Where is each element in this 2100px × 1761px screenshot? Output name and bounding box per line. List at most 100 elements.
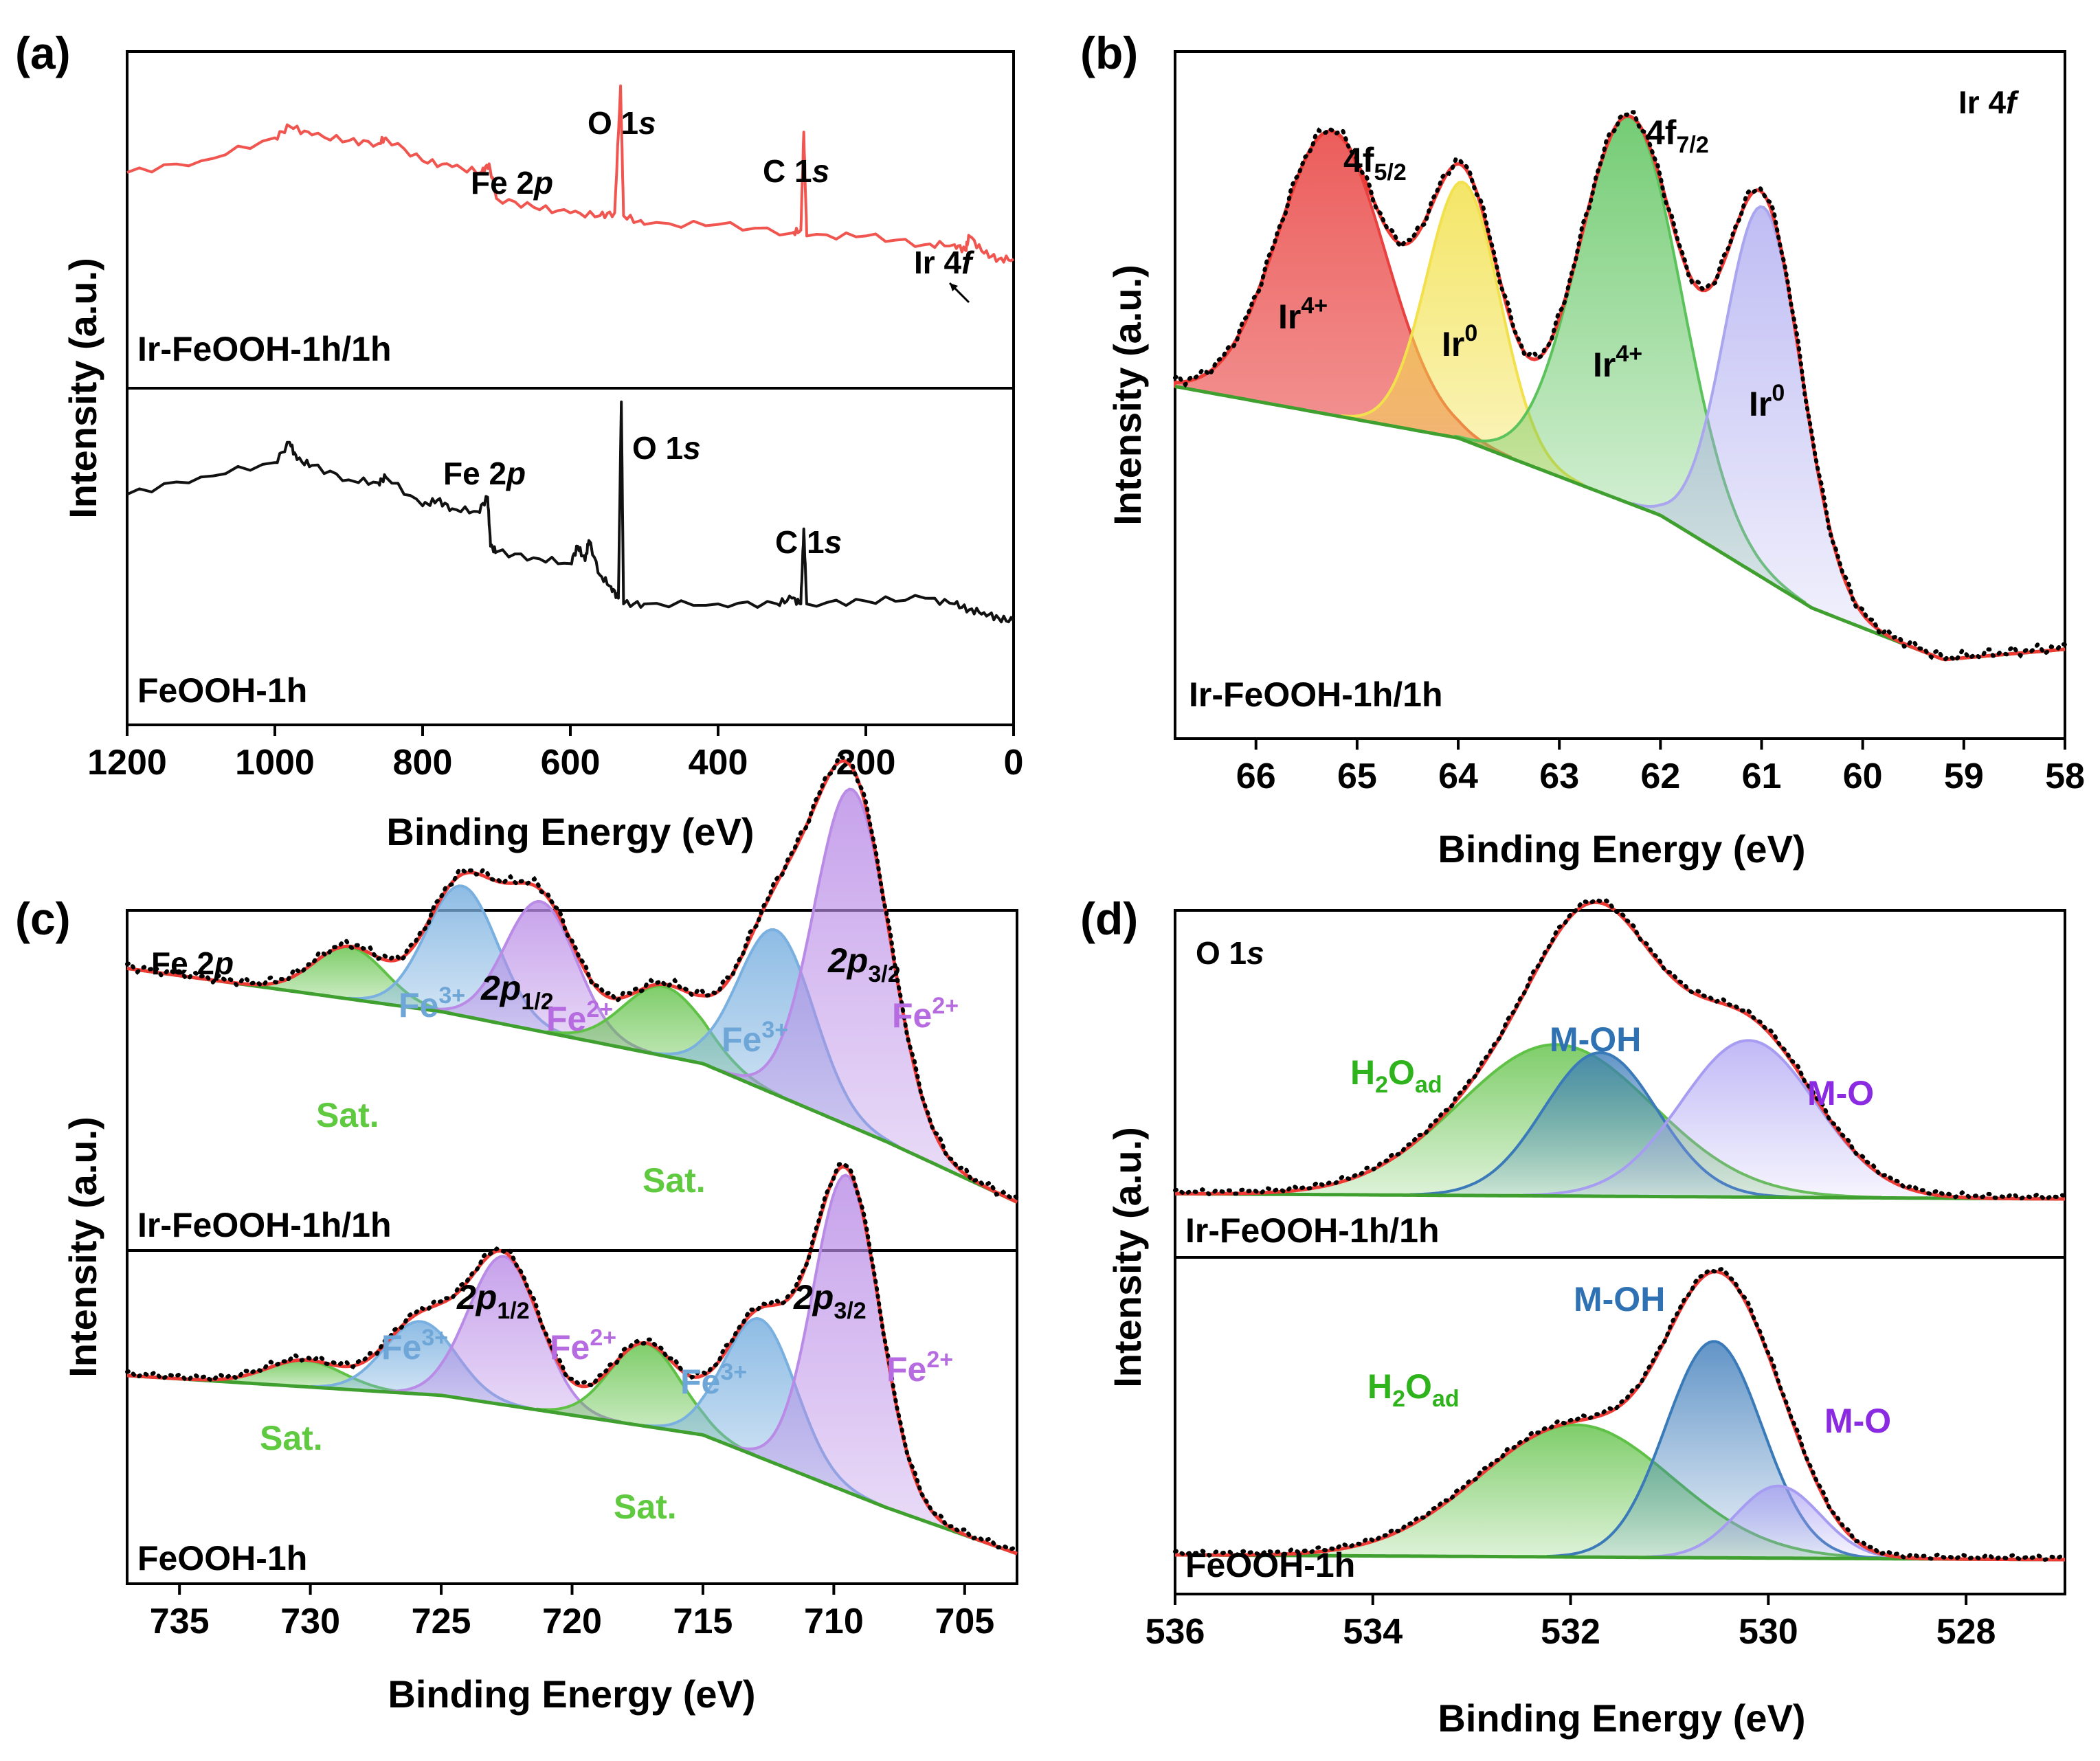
b-xaxis-tick-label-1: 65 [1337,756,1377,796]
label-c-bottom-2p32: 2p3/2 [793,1278,867,1324]
panel-a-plot [126,85,1015,624]
peak-label-ir4-52: Ir4+ [1278,293,1328,336]
label-c-bottom-fe2-b: Fe2+ [886,1347,953,1389]
a-xaxis-tick-label-6: 0 [1004,743,1024,783]
sample-label-d-top: Ir-FeOOH-1h/1h [1185,1211,1439,1250]
label-c-top-fe3-a: Fe3+ [399,983,465,1024]
peak-label-ir4-72: Ir4+ [1593,341,1642,384]
yaxis-label-c: Intensity (a.u.) [61,1117,104,1378]
a-xaxis-tick-label-2: 800 [393,743,453,783]
panel-c: (c) 735 730 725 720 715 710 705 Fe 2p 2p1/2 2p… [15,754,1019,1716]
label-c-bottom-fe3-b: Fe3+ [680,1359,747,1401]
panel-d-plot [1173,897,2067,1562]
xaxis-label-d: Binding Energy (eV) [1438,1696,1805,1740]
o1s-bottom-raw-data [1173,1266,2067,1562]
sample-label-d-bottom: FeOOH-1h [1185,1546,1355,1584]
sample-label-a-bottom: FeOOH-1h [137,671,307,710]
fe2p-bottom-raw-data [125,1161,1019,1552]
fe2p-top-raw-data [125,754,1019,1200]
panel-label-a: (a) [15,27,71,78]
c-xaxis-tick-label-6: 705 [935,1602,994,1641]
b-xaxis-tick-label-2: 64 [1438,756,1478,796]
xaxis-label-c: Binding Energy (eV) [388,1672,755,1716]
panel-label-d: (d) [1080,893,1138,944]
annotation-a-fe2p-top: Fe 2p [471,165,553,201]
panel-b-title: Ir 4f [1958,85,2020,120]
label-d-top-h2o: H2Oad [1350,1053,1442,1098]
annotation-a-o1s-top: O 1s [588,105,656,141]
panel-label-b: (b) [1080,27,1138,78]
a-xaxis-tick-label-4: 400 [689,743,748,783]
o1s-top-background [1175,1191,2065,1201]
c-xaxis-tick-label-0: 735 [150,1602,210,1641]
b-xaxis-tick-label-6: 60 [1843,756,1883,796]
label-c-top-sat-b: Sat. [643,1161,706,1200]
label-d-bottom-h2o: H2Oad [1367,1367,1460,1412]
d-xaxis-tick-label-4: 528 [1936,1612,1996,1652]
c-xaxis-tick-label-1: 730 [280,1602,340,1641]
label-c-bottom-fe2-a: Fe2+ [550,1325,616,1367]
panel-a: (a) 1200 1000 800 600 400 200 0 Ir-FeOOH-1h/1h… [15,27,1023,853]
d-xaxis-tick-label-1: 534 [1343,1612,1403,1652]
c-xaxis-tick-label-4: 715 [673,1602,733,1641]
sample-label-b: Ir-FeOOH-1h/1h [1189,675,1442,714]
annotation-4f52: 4f5/2 [1343,141,1407,186]
xaxis-label-b: Binding Energy (eV) [1438,827,1805,871]
b-xaxis-tick-label-4: 62 [1640,756,1680,796]
sample-label-c-top: Ir-FeOOH-1h/1h [137,1206,391,1244]
d-xaxis-tick-label-0: 536 [1146,1612,1205,1652]
label-c-bottom-fe3-a: Fe3+ [381,1325,448,1367]
a-xaxis-tick-label-1: 1000 [235,743,315,783]
fe2p-bottom-background [126,1373,1018,1556]
label-c-top-2p32: 2p3/2 [827,941,901,987]
plot-frame-b [1174,50,2066,740]
peak-label-ir0-72: Ir0 [1749,380,1785,423]
annotation-a-c1s-bottom: C 1s [775,524,842,560]
panel-c-xticks: 735 730 725 720 715 710 705 [150,1584,994,1641]
label-c-top-sat-a: Sat. [316,1096,379,1134]
fe2p-top-background [126,966,1018,1204]
ir4f-raw-data [1173,110,2067,664]
panel-c-title: Fe 2p [151,945,234,981]
b-xaxis-tick-label-3: 63 [1539,756,1579,796]
b-xaxis-tick-label-8: 58 [2045,756,2085,796]
label-d-top-moh: M-OH [1550,1020,1641,1059]
panel-a-xticks: 1200 1000 800 600 400 200 0 [87,725,1023,783]
annotation-4f72: 4f7/2 [1646,113,1709,158]
sample-label-a-top: Ir-FeOOH-1h/1h [137,330,391,368]
label-d-top-mo: M-O [1807,1074,1874,1112]
peak-label-ir0-52: Ir0 [1442,320,1477,363]
d-xaxis-tick-label-3: 530 [1739,1612,1798,1652]
label-c-top-fe2-b: Fe2+ [892,993,959,1035]
label-c-top-2p12: 2p1/2 [480,969,554,1015]
panel-b-plot [1173,110,2067,664]
xaxis-label-a: Binding Energy (eV) [386,810,754,853]
label-c-bottom-sat-b: Sat. [614,1488,677,1526]
label-c-bottom-2p12: 2p1/2 [456,1278,530,1324]
a-xaxis-tick-label-3: 600 [541,743,601,783]
c-xaxis-tick-label-5: 710 [804,1602,864,1641]
panel-d-xticks: 536 534 532 530 528 [1146,1594,1996,1652]
label-d-bottom-moh: M-OH [1574,1280,1665,1319]
b-xaxis-tick-label-7: 59 [1944,756,1984,796]
yaxis-label-a: Intensity (a.u.) [61,258,104,519]
yaxis-label-d: Intensity (a.u.) [1106,1127,1149,1388]
label-c-top-fe3-b: Fe3+ [722,1017,788,1059]
d-xaxis-tick-label-2: 532 [1541,1612,1600,1652]
annotation-a-ir4f: Ir 4f [914,245,975,280]
panel-d: (d) 536 534 532 530 528 O 1s H2Oad M-OH M-O … [1080,893,2067,1740]
panel-label-c: (c) [15,893,71,944]
b-xaxis-tick-label-0: 66 [1236,756,1276,796]
survey-line-0 [126,85,1015,264]
sample-label-c-bottom: FeOOH-1h [137,1539,307,1578]
annotation-a-c1s-top: C 1s [763,153,829,189]
c-xaxis-tick-label-3: 720 [542,1602,602,1641]
panel-d-title: O 1s [1196,935,1264,971]
panel-c-plot [125,754,1019,1556]
label-c-top-fe2-a: Fe2+ [546,996,613,1038]
label-d-bottom-mo: M-O [1824,1402,1891,1440]
c-xaxis-tick-label-2: 725 [412,1602,471,1641]
label-c-bottom-sat-a: Sat. [260,1419,323,1457]
ir4f-arrow-head [950,283,958,291]
